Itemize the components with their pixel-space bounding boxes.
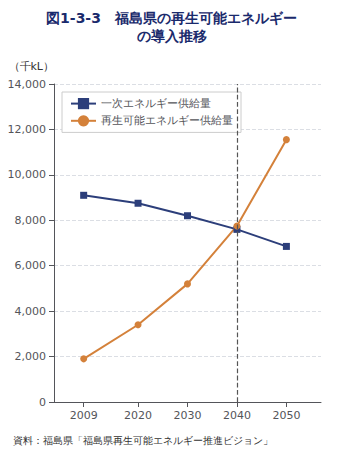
svg-text:4,000: 4,000	[15, 305, 47, 318]
svg-text:8,000: 8,000	[15, 214, 47, 227]
svg-text:2040: 2040	[223, 409, 251, 422]
svg-text:14,000: 14,000	[8, 78, 47, 91]
svg-text:の導入推移: の導入推移	[137, 28, 207, 44]
svg-text:一次エネルギー供給量: 一次エネルギー供給量	[101, 97, 211, 110]
svg-text:2050: 2050	[272, 409, 300, 422]
svg-text:資料：福島県「福島県再生可能エネルギー推進ビジョン」: 資料：福島県「福島県再生可能エネルギー推進ビジョン」	[13, 435, 273, 446]
svg-text:2009: 2009	[70, 409, 98, 422]
svg-text:（千kL）: （千kL）	[9, 60, 55, 73]
svg-text:図1-3-3 福島県の再生可能エネルギー: 図1-3-3 福島県の再生可能エネルギー	[46, 10, 297, 26]
svg-text:再生可能エネルギー供給量: 再生可能エネルギー供給量	[101, 114, 233, 127]
svg-text:6,000: 6,000	[15, 259, 47, 272]
svg-text:0: 0	[39, 396, 46, 409]
svg-text:2030: 2030	[174, 409, 202, 422]
svg-text:10,000: 10,000	[8, 168, 47, 181]
svg-text:2020: 2020	[124, 409, 152, 422]
svg-text:12,000: 12,000	[8, 123, 47, 136]
svg-text:2,000: 2,000	[15, 350, 47, 363]
